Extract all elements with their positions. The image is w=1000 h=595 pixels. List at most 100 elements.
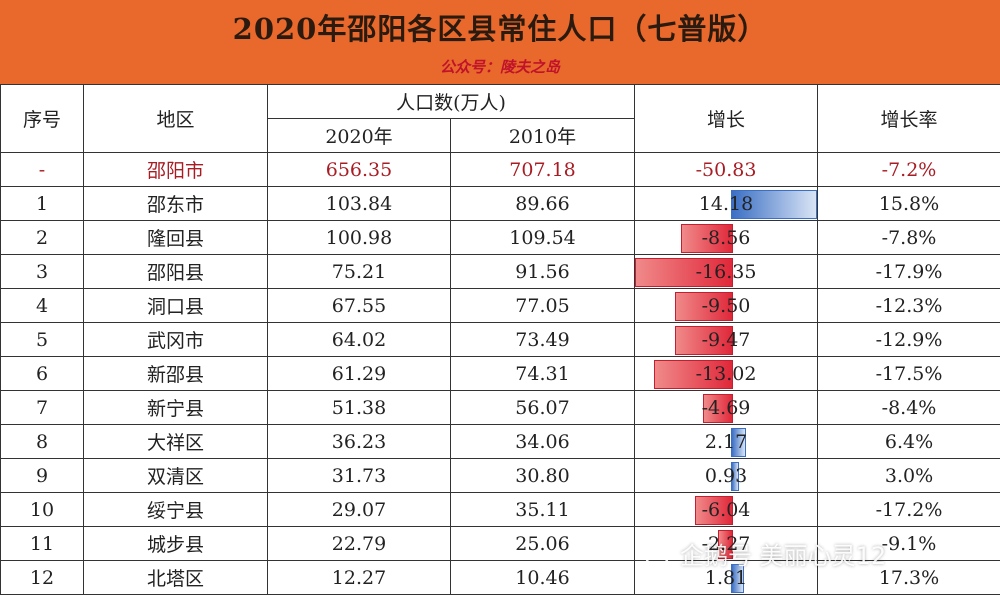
cell-index: 12 xyxy=(1,561,84,595)
growth-value: -9.47 xyxy=(702,329,751,351)
cell-growth: -6.04 xyxy=(635,493,818,527)
cell-growth-rate: 15.8% xyxy=(818,187,1000,221)
header-2020: 2020年 xyxy=(268,119,451,153)
cell-region: 城步县 xyxy=(84,527,268,561)
cell-2020: 656.35 xyxy=(268,153,451,187)
cell-region: 新邵县 xyxy=(84,357,268,391)
watermark: 企鹅号 美丽心灵12 xyxy=(640,536,985,576)
cell-2020: 31.73 xyxy=(268,459,451,493)
cell-growth: -9.47 xyxy=(635,323,818,357)
cell-2010: 707.18 xyxy=(451,153,635,187)
cell-region: 邵东市 xyxy=(84,187,268,221)
header-growth: 增长 xyxy=(635,85,818,153)
cell-region: 武冈市 xyxy=(84,323,268,357)
cell-2020: 64.02 xyxy=(268,323,451,357)
growth-value: -8.56 xyxy=(702,227,751,249)
cell-2010: 10.46 xyxy=(451,561,635,595)
header-population: 人口数(万人) xyxy=(268,85,635,119)
cell-index: 5 xyxy=(1,323,84,357)
cell-index: 6 xyxy=(1,357,84,391)
growth-value: -16.35 xyxy=(696,261,757,283)
cell-2020: 103.84 xyxy=(268,187,451,221)
cell-2020: 67.55 xyxy=(268,289,451,323)
cell-2020: 36.23 xyxy=(268,425,451,459)
growth-value: 14.18 xyxy=(699,193,753,215)
cell-growth: -16.35 xyxy=(635,255,818,289)
growth-value: 2.17 xyxy=(705,431,747,453)
cell-index: 4 xyxy=(1,289,84,323)
growth-value: -13.02 xyxy=(696,363,757,385)
cell-2010: 35.11 xyxy=(451,493,635,527)
cell-index: 1 xyxy=(1,187,84,221)
title-banner: 2020年邵阳各区县常住人口（七普版） 公众号：陵夫之岛 xyxy=(0,0,1000,85)
cell-growth-rate: -7.2% xyxy=(818,153,1000,187)
cell-growth: -8.56 xyxy=(635,221,818,255)
cell-growth-rate: -17.5% xyxy=(818,357,1000,391)
cell-growth-rate: -17.9% xyxy=(818,255,1000,289)
cell-2010: 56.07 xyxy=(451,391,635,425)
cell-index: 11 xyxy=(1,527,84,561)
cell-2020: 29.07 xyxy=(268,493,451,527)
cell-index: 2 xyxy=(1,221,84,255)
cell-2020: 75.21 xyxy=(268,255,451,289)
header-index: 序号 xyxy=(1,85,84,153)
cell-region: 北塔区 xyxy=(84,561,268,595)
cell-2010: 109.54 xyxy=(451,221,635,255)
cell-growth: 2.17 xyxy=(635,425,818,459)
cell-index: 8 xyxy=(1,425,84,459)
cell-index: 10 xyxy=(1,493,84,527)
cell-2020: 51.38 xyxy=(268,391,451,425)
page-title: 2020年邵阳各区县常住人口（七普版） xyxy=(0,6,1000,48)
cell-growth-rate: -8.4% xyxy=(818,391,1000,425)
cell-growth-rate: 6.4% xyxy=(818,425,1000,459)
header-2010: 2010年 xyxy=(451,119,635,153)
cell-region: 洞口县 xyxy=(84,289,268,323)
cell-region: 邵阳县 xyxy=(84,255,268,289)
cell-2020: 12.27 xyxy=(268,561,451,595)
cell-2020: 22.79 xyxy=(268,527,451,561)
cell-region: 绥宁县 xyxy=(84,493,268,527)
cell-growth-rate: 3.0% xyxy=(818,459,1000,493)
cell-region: 双清区 xyxy=(84,459,268,493)
cell-growth-rate: -7.8% xyxy=(818,221,1000,255)
cell-index: - xyxy=(1,153,84,187)
penguin-logo-icon xyxy=(640,544,674,570)
cell-2010: 34.06 xyxy=(451,425,635,459)
growth-value: 0.93 xyxy=(705,465,747,487)
cell-growth: -50.83 xyxy=(635,153,818,187)
cell-2020: 61.29 xyxy=(268,357,451,391)
cell-growth-rate: -12.9% xyxy=(818,323,1000,357)
cell-region: 新宁县 xyxy=(84,391,268,425)
cell-growth: -9.50 xyxy=(635,289,818,323)
header-growth-rate: 增长率 xyxy=(818,85,1000,153)
cell-2010: 25.06 xyxy=(451,527,635,561)
cell-2010: 30.80 xyxy=(451,459,635,493)
growth-value: -9.50 xyxy=(702,295,751,317)
cell-2010: 89.66 xyxy=(451,187,635,221)
cell-growth-rate: -17.2% xyxy=(818,493,1000,527)
cell-growth-rate: -12.3% xyxy=(818,289,1000,323)
growth-value: -6.04 xyxy=(702,499,751,521)
cell-region: 邵阳市 xyxy=(84,153,268,187)
growth-value: -4.69 xyxy=(702,397,751,419)
cell-index: 3 xyxy=(1,255,84,289)
growth-value: -50.83 xyxy=(696,159,757,181)
header-region: 地区 xyxy=(84,85,268,153)
cell-growth: 14.18 xyxy=(635,187,818,221)
cell-2010: 74.31 xyxy=(451,357,635,391)
growth-value: -2.27 xyxy=(702,533,751,555)
cell-growth: -4.69 xyxy=(635,391,818,425)
cell-2010: 73.49 xyxy=(451,323,635,357)
